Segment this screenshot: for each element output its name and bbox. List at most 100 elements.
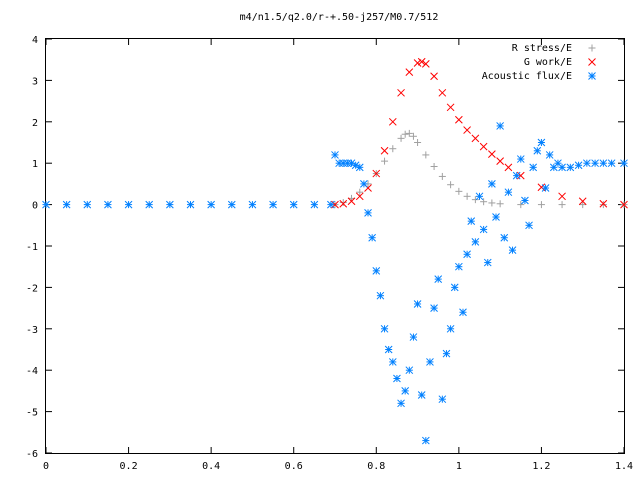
data-point <box>479 225 488 234</box>
data-point <box>463 126 471 134</box>
data-point <box>356 188 364 196</box>
data-point <box>455 262 463 271</box>
data-point <box>145 200 154 209</box>
legend-marker <box>588 72 596 80</box>
data-point <box>417 391 426 399</box>
data-point <box>578 197 587 206</box>
data-point <box>186 200 195 209</box>
data-point <box>607 159 616 168</box>
data-point <box>269 200 277 209</box>
data-point <box>422 151 430 159</box>
data-point <box>166 200 174 209</box>
data-point <box>446 103 455 112</box>
data-point <box>376 291 385 300</box>
data-point <box>512 171 521 180</box>
data-point <box>467 217 476 226</box>
data-point <box>446 324 455 333</box>
data-point <box>463 192 471 200</box>
data-point <box>339 199 348 208</box>
y-tick-label: 1 <box>32 159 38 170</box>
data-point <box>104 200 112 209</box>
data-point <box>401 130 409 138</box>
legend-label-r-stress: R stress/E <box>512 43 572 54</box>
data-point <box>455 115 463 124</box>
y-tick-label: -4 <box>26 366 38 377</box>
data-point <box>409 333 418 341</box>
axis-ticks: 0 0.2 0.4 0.6 0.8 1 1.2 1.4 4 3 2 1 0 -1 -2 -3 -4 -5 -6 <box>26 35 633 472</box>
data-point <box>574 161 583 170</box>
data-point <box>62 200 71 209</box>
data-point <box>421 436 430 445</box>
data-point <box>372 266 381 275</box>
data-point <box>421 59 430 68</box>
data-point <box>83 200 92 209</box>
data-point <box>483 258 492 267</box>
data-point <box>409 132 417 140</box>
legend-label-acoustic-flux: Acoustic flux/E <box>482 71 572 82</box>
data-point <box>339 199 347 207</box>
data-point <box>438 88 447 97</box>
data-point <box>289 200 298 209</box>
data-point <box>537 138 546 147</box>
legend-marker <box>588 58 596 66</box>
data-point <box>471 134 480 143</box>
data-point <box>430 163 438 171</box>
y-tick-label: 4 <box>32 35 38 46</box>
data-point <box>504 163 513 172</box>
x-tick-label: 1.4 <box>615 461 633 472</box>
y-tick-label: -6 <box>26 449 38 460</box>
x-tick-label: 0 <box>43 461 49 472</box>
x-tick-label: 0.4 <box>202 461 220 472</box>
data-point <box>529 163 538 172</box>
data-point <box>450 283 459 292</box>
data-point <box>517 201 525 209</box>
data-point <box>599 159 608 168</box>
data-point <box>599 199 608 208</box>
data-point <box>430 304 438 312</box>
data-point <box>471 196 479 204</box>
data-point <box>426 358 434 366</box>
y-tick-label: -3 <box>26 325 38 336</box>
data-point <box>368 233 377 242</box>
data-point <box>463 250 471 259</box>
data-point <box>496 200 504 208</box>
data-point <box>42 200 50 209</box>
data-point <box>620 200 628 209</box>
chart-title: m4/n1.5/q2.0/r-+.50-j257/M0.7/512 <box>240 12 439 23</box>
series-1 <box>331 57 628 209</box>
data-point <box>591 159 599 168</box>
y-tick-label: 3 <box>32 76 38 87</box>
data-point <box>405 366 414 375</box>
data-point <box>471 238 480 246</box>
y-tick-label: -5 <box>26 408 38 419</box>
series-0 <box>331 129 628 209</box>
data-point <box>327 200 335 209</box>
data-point <box>384 345 393 354</box>
data-point <box>355 192 364 201</box>
data-point <box>492 213 500 221</box>
data-point <box>381 157 389 165</box>
data-point <box>599 201 607 209</box>
data-point <box>496 122 504 130</box>
data-point <box>397 399 405 408</box>
data-point <box>397 134 405 142</box>
data-point <box>545 151 554 159</box>
data-point <box>388 358 397 366</box>
data-point <box>380 146 389 155</box>
series-layer <box>42 57 628 445</box>
data-point <box>442 349 451 358</box>
data-point <box>355 163 364 172</box>
data-point <box>434 275 443 283</box>
data-point <box>401 387 410 395</box>
data-point <box>347 197 356 206</box>
data-point <box>393 374 401 383</box>
data-point <box>525 221 533 230</box>
x-tick-label: 0.2 <box>120 461 138 472</box>
data-point <box>405 129 413 137</box>
data-point <box>459 308 467 317</box>
legend: R stress/E G work/E Acoustic flux/E <box>482 43 596 82</box>
data-point <box>380 324 389 333</box>
data-point <box>417 57 426 66</box>
x-tick-label: 0.6 <box>285 461 303 472</box>
data-point <box>248 200 257 209</box>
